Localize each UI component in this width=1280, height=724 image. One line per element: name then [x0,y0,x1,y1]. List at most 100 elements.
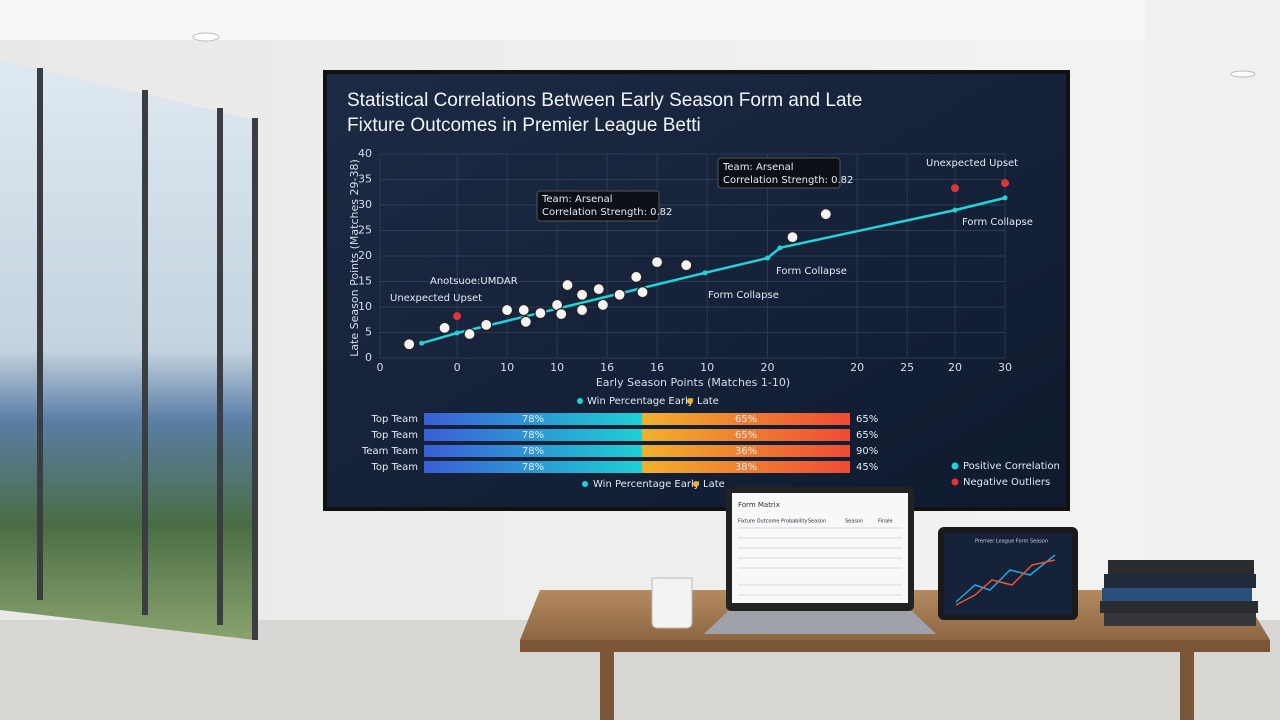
legend-dot [687,398,693,404]
tooltip [717,157,841,189]
team-point [575,288,589,301]
books [1100,560,1258,626]
team-point [575,303,589,317]
row-label: Top Team [371,462,418,473]
team-point [534,307,547,320]
chart-title: Fixture Outcomes in Premier League Betti [347,115,701,136]
y-tick-label: 25 [358,224,372,237]
laptop-header: Season [808,519,826,525]
late-value: 36% [735,446,757,457]
annotation: Correlation Strength: 0.82 [723,175,853,186]
total-value: 65% [856,430,878,441]
x-tick-label: 10 [500,361,514,374]
trend-point [952,207,958,213]
laptop-base [704,611,936,634]
legend-label: Positive Correlation [963,461,1060,472]
legend-dot [951,478,959,486]
team-point [519,315,532,328]
laptop-rows [738,527,902,596]
trend-point [777,245,783,251]
x-tick-label: 30 [998,361,1012,374]
team-point [680,259,693,272]
early-value: 78% [522,462,544,473]
late-value: 65% [735,430,757,441]
tablet-line [955,554,1056,603]
team-point [463,327,476,341]
laptop-title: Form Matrix [738,501,780,509]
team-point [555,308,568,321]
legend-label: Late [703,479,725,490]
y-tick-label: 5 [365,326,372,339]
x-axis-label: Early Season Points (Matches 1-10) [596,376,790,389]
trend-point [1002,195,1008,201]
total-value: 45% [856,462,878,473]
team-point [650,256,664,269]
laptop-header: Season [845,519,863,525]
legend-label: Win Percentage Early [587,396,694,407]
y-tick-label: 40 [358,147,372,160]
team-point [819,208,832,221]
x-tick-label: 0 [454,361,461,374]
legend-dot [951,462,959,470]
row-label: Top Team [371,430,418,441]
team-point [438,321,451,335]
late-bar [642,445,850,457]
x-tick-label: 0 [377,361,384,374]
late-value: 65% [735,414,757,425]
desk-leg [1180,652,1194,720]
legend-dot [582,481,588,487]
ceiling-light [1230,70,1256,78]
desk-edge [520,640,1270,652]
y-tick-label: 10 [358,300,372,313]
y-tick-label: 30 [358,198,372,211]
early-value: 78% [522,446,544,457]
tablet-title: Premier League Form Season [975,539,1048,545]
x-tick-label: 25 [900,361,914,374]
x-tick-label: 20 [761,361,775,374]
side-wall [1145,0,1280,620]
annotation: Correlation Strength: 0.82 [542,207,672,218]
annotation: Anotsuoe:UMDAR [430,276,518,287]
laptop-header: Finale [878,519,893,525]
row-label: Team Team [361,446,418,457]
team-point [480,318,493,331]
early-bar [424,445,642,457]
team-point [596,298,610,312]
team-point [630,270,643,284]
annotation: Unexpected Upset [926,158,1018,169]
total-value: 65% [856,414,878,425]
chart-title: Statistical Correlations Between Early S… [347,90,862,111]
late-bar [642,461,850,473]
early-value: 78% [522,414,544,425]
y-tick-label: 15 [358,275,372,288]
ceiling [0,0,1280,40]
early-bar [424,461,642,473]
annotation: Unexpected Upset [390,293,482,304]
desk-leg [600,652,614,720]
team-point [517,303,530,317]
team-point [500,303,514,317]
row-label: Top Team [371,414,418,425]
window-frame [37,68,258,640]
team-point [592,283,605,296]
late-bar [642,413,850,425]
team-point [786,231,799,244]
team-point [613,288,626,301]
trend-point [419,340,425,346]
mug [651,577,693,629]
early-value: 78% [522,430,544,441]
legend-label: Win Percentage Early [593,479,700,490]
ceiling-light [192,32,220,42]
early-bar [424,413,642,425]
annotation: Form Collapse [962,217,1033,228]
outlier-point [453,312,462,321]
y-tick-label: 35 [358,173,372,186]
tablet-line [955,559,1056,606]
legend-dot [693,481,699,487]
x-tick-label: 20 [948,361,962,374]
annotation: Form Collapse [776,266,847,277]
x-tick-label: 10 [550,361,564,374]
outlier-point [1001,179,1009,188]
x-tick-label: 20 [850,361,864,374]
